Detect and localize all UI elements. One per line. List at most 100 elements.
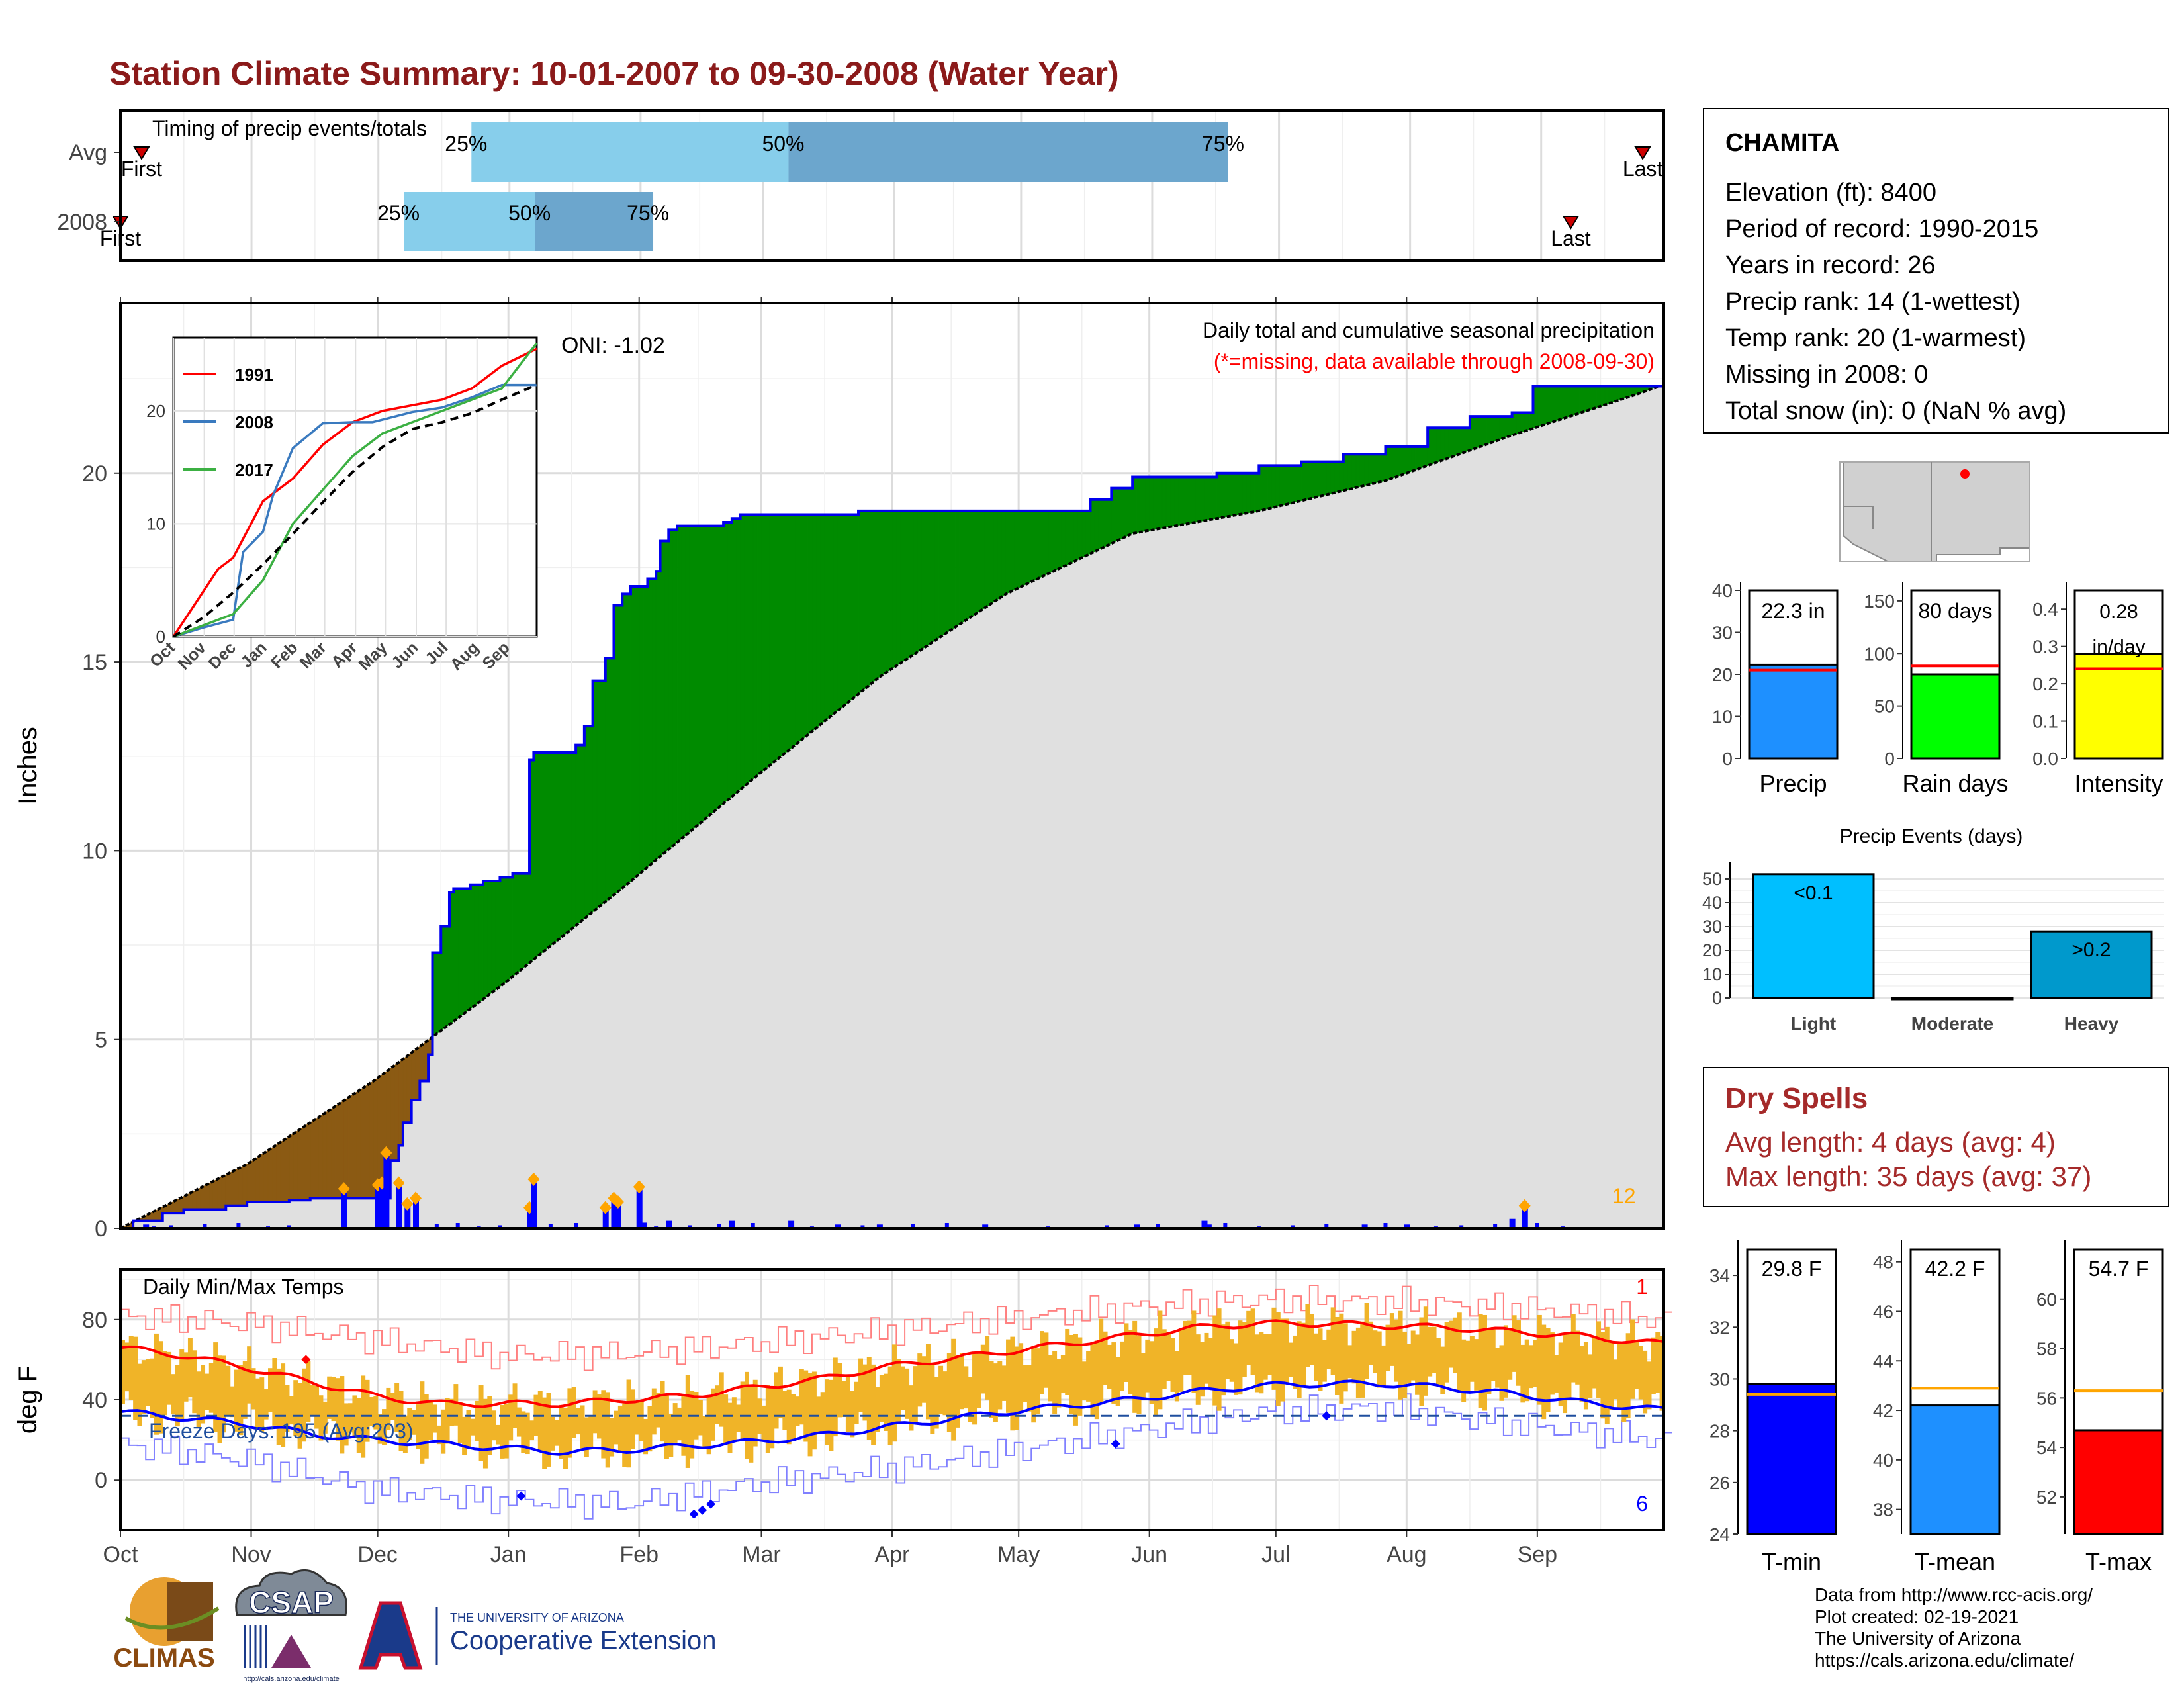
last-event-label: Last [1623, 157, 1663, 181]
freeze-days-label: Freeze Days: 195 (Avg:203) [149, 1419, 414, 1443]
timing-row-label: Avg [69, 140, 107, 165]
y-tick-label: 40 [1702, 893, 1722, 913]
daily-temp-bar [226, 1365, 231, 1416]
daily-temp-bar [668, 1413, 674, 1457]
daily-temp-bar [1166, 1332, 1171, 1381]
daily-temp-bar [942, 1371, 948, 1416]
daily-temp-bar [736, 1404, 741, 1432]
y-tick-label: 48 [1873, 1252, 1893, 1273]
temperature-bar-charts: 24 26 28 30 32 34 29.8 F T-min 38 40 42 44 46 48 42.2 … [1709, 1240, 2164, 1575]
daily-temp-bar [774, 1372, 779, 1429]
daily-temp-bar [1398, 1310, 1403, 1400]
daily-temp-bar [921, 1356, 927, 1403]
surplus-area [436, 952, 441, 1034]
daily-temp-bar [1440, 1346, 1445, 1394]
surplus-area [1284, 465, 1289, 506]
daily-temp-bar [230, 1386, 235, 1418]
surplus-area [1499, 416, 1504, 440]
surplus-area [904, 510, 909, 661]
daily-temp-bar [1537, 1314, 1542, 1405]
surplus-area [609, 658, 614, 899]
dry-spells-box: Dry Spells Avg length: 4 days (avg: 4) M… [1703, 1067, 2169, 1207]
station-snow: Total snow (in): 0 (NaN % avg) [1725, 397, 2067, 425]
daily-precip-bar [1535, 1223, 1539, 1228]
daily-temp-bar [162, 1351, 167, 1416]
daily-temp-bar [1271, 1307, 1277, 1390]
deficit-area [318, 1114, 324, 1199]
surplus-area [635, 586, 640, 878]
summary-bar-label: Rain days [1902, 770, 2008, 797]
surplus-area [997, 510, 1002, 600]
temp-value-label: 54.7 F [2089, 1257, 2149, 1281]
daily-temp-bar [879, 1375, 884, 1422]
daily-temp-bar [770, 1386, 775, 1449]
deficit-area [390, 1065, 395, 1161]
cumulative-precip-line [120, 385, 1664, 1230]
surplus-area [891, 510, 897, 669]
daily-temp-bar [310, 1385, 315, 1416]
daily-temp-bar [1183, 1320, 1188, 1375]
surplus-area [1279, 465, 1285, 506]
daily-precip-bar [1493, 1224, 1498, 1228]
daily-temp-bar [394, 1383, 400, 1432]
y-tick-label: 10 [82, 839, 107, 864]
summary-value-label: 80 days [1918, 599, 1992, 623]
daily-temp-bar [588, 1416, 594, 1447]
surplus-area [1351, 453, 1357, 489]
surplus-area [1216, 473, 1222, 519]
daily-temp-bar [1107, 1344, 1112, 1389]
daily-temp-bar [1195, 1334, 1201, 1405]
daily-temp-bar [1120, 1341, 1125, 1391]
daily-temp-bar [158, 1341, 163, 1434]
daily-precip-bar [1522, 1205, 1528, 1228]
daily-precip-bar [1383, 1223, 1388, 1228]
daily-temp-bar [208, 1363, 214, 1413]
daily-temp-bar [462, 1416, 467, 1455]
surplus-area [1039, 510, 1044, 578]
daily-temp-bar [1563, 1333, 1568, 1414]
daily-temp-bar [475, 1400, 480, 1441]
daily-temp-bar [449, 1398, 454, 1426]
daily-temp-bar [1048, 1355, 1053, 1402]
precip-events-chart: Precip Events (days) <0.1 Light Moderate >0.… [1702, 825, 2164, 1034]
daily-precip-bar [434, 1224, 439, 1228]
y-tick-label: 50 [1702, 869, 1722, 889]
timing-panel-border [119, 109, 1665, 262]
daily-precip-bar [788, 1220, 795, 1228]
daily-temp-bar [1040, 1331, 1044, 1394]
surplus-area [630, 586, 635, 882]
surplus-area [870, 510, 876, 684]
daily-temp-bar [1554, 1355, 1559, 1393]
deficit-area [301, 1124, 306, 1201]
x-tick-label: May [997, 1542, 1040, 1567]
daily-precip-bar [498, 1225, 502, 1228]
deficit-area [242, 1164, 248, 1207]
surplus-area [749, 514, 754, 783]
daily-temp-bar [201, 1365, 206, 1424]
surplus-area [786, 514, 792, 753]
surplus-area [516, 873, 522, 974]
surplus-area [554, 752, 559, 943]
daily-temp-bar [934, 1376, 939, 1429]
record_max-line [120, 1285, 1672, 1371]
station-temp-rank: Temp rank: 20 (1-warmest) [1725, 324, 2026, 352]
surplus-area [1596, 386, 1601, 408]
surplus-area [1313, 461, 1318, 498]
surplus-area [1081, 510, 1087, 559]
ua-logo-small: THE UNIVERSITY OF ARIZONA [450, 1611, 624, 1624]
quartile-label-75: 75% [1202, 132, 1244, 156]
surplus-area [1305, 461, 1310, 500]
daily-temp-bar [959, 1353, 964, 1410]
surplus-area [660, 541, 665, 857]
y-tick-label: 0.2 [2032, 674, 2058, 694]
dry-spells-title: Dry Spells [1725, 1082, 1868, 1115]
surplus-area [1364, 453, 1369, 486]
daily-precip-bar [636, 1187, 643, 1228]
ua-logo-big: Cooperative Extension [450, 1626, 716, 1655]
daily-temp-bar [259, 1377, 265, 1432]
surplus-area [1558, 386, 1563, 421]
daily-temp-bar [496, 1424, 501, 1445]
daily-temp-bar [550, 1416, 555, 1451]
y-tick-label: 0 [95, 1468, 107, 1493]
daily-temp-bar [1638, 1346, 1643, 1400]
